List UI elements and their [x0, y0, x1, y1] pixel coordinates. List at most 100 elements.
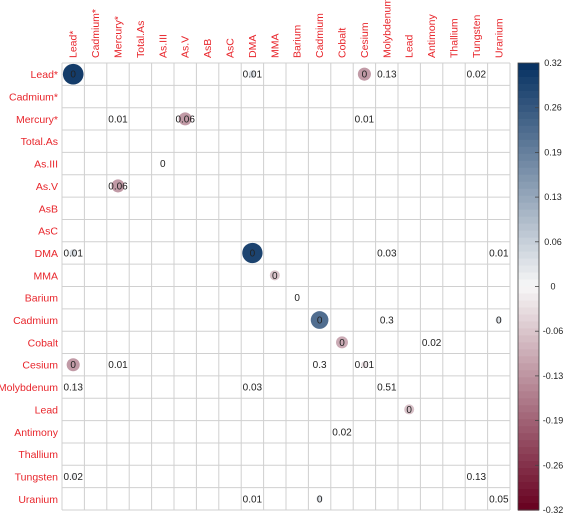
cell-value-label: 0.02 — [422, 338, 442, 349]
legend-tick-label: 0.19 — [544, 147, 562, 157]
correlation-circle — [66, 358, 80, 372]
correlation-circle — [316, 495, 323, 503]
row-label: Mercury* — [16, 114, 58, 126]
legend-tick-label: -0.06 — [543, 326, 564, 336]
column-label: Uranium — [493, 18, 505, 58]
cell-value-label: 0.01 — [63, 248, 83, 259]
legend-color-band — [518, 104, 539, 113]
row-label: As.III — [34, 159, 58, 171]
row-label: AsB — [39, 203, 58, 215]
cell-value-label: 0 — [317, 316, 323, 327]
legend-color-band — [518, 265, 539, 274]
legend-color-band — [518, 237, 539, 246]
legend-color-band — [518, 188, 539, 197]
correlation-circle — [496, 251, 501, 255]
legend-tick-label: -0.26 — [543, 460, 564, 470]
legend-tick-label: -0.13 — [543, 371, 564, 381]
legend-color-band — [518, 454, 539, 462]
legend-color-band — [518, 139, 539, 148]
correlation-circle — [248, 70, 257, 78]
cell-value-label: 0.06 — [175, 114, 195, 125]
cell-value-label: 0.51 — [377, 383, 397, 394]
row-label: DMA — [35, 248, 58, 260]
legend-color-band — [518, 83, 539, 92]
row-label: As.V — [36, 181, 58, 193]
legend-tick-label: 0.06 — [544, 237, 562, 247]
correlation-circle — [62, 63, 84, 85]
legend-color-band — [518, 174, 539, 183]
cell-value-label: 0.3 — [313, 360, 327, 371]
legend-color-band — [518, 167, 539, 176]
cell-value-label: 0.02 — [332, 427, 352, 438]
cell-value-label: 0.13 — [63, 383, 83, 394]
correlation-circle — [495, 316, 503, 324]
legend-color-band — [518, 461, 539, 469]
row-label: Cesium — [22, 360, 58, 372]
legend-color-band — [518, 97, 539, 106]
row-label: Lead* — [31, 69, 58, 81]
legend-tick-label: -0.32 — [543, 505, 564, 514]
legend-color-band — [518, 76, 539, 85]
legend-color-band — [518, 160, 539, 169]
correlation-circle — [70, 473, 76, 480]
legend-color-band — [518, 426, 539, 434]
legend-color-band — [518, 405, 539, 413]
correlation-circle — [178, 112, 192, 126]
legend-color-band — [518, 300, 539, 309]
legend-color-band — [518, 496, 539, 504]
row-label: Antimony — [14, 427, 59, 439]
cell-value-label: 0.01 — [108, 360, 128, 371]
legend-color-band — [518, 272, 539, 281]
legend-color-band — [518, 279, 539, 288]
column-label: As.V — [180, 36, 192, 58]
cell-value-label: 0 — [70, 360, 76, 371]
legend-color-band — [518, 209, 539, 218]
legend-color-band — [518, 181, 539, 190]
cell-value-label: 0.02 — [63, 472, 83, 483]
column-label: Mercury* — [113, 16, 125, 58]
color-legend: 0.32 0.26 0.19 0.13 0.06 0 -0.06 -0.13 -0.19 -0.2… — [517, 58, 564, 514]
row-label: Cadmium — [13, 315, 58, 327]
row-label: AsC — [38, 226, 58, 238]
cell-value-label: 0 — [70, 70, 76, 81]
cell-value-label: 0 — [272, 271, 278, 282]
row-label: Total.As — [21, 136, 58, 148]
legend-color-band — [518, 69, 539, 78]
column-label: Cadmium — [314, 13, 326, 58]
cell-value-label: 0.03 — [377, 248, 397, 259]
legend-tick-label: 0.13 — [544, 192, 562, 202]
cell-value-label: 0.03 — [243, 383, 263, 394]
legend-color-band — [518, 468, 539, 476]
legend-color-band — [518, 342, 539, 350]
legend-color-band — [518, 349, 539, 357]
correlation-circle — [116, 116, 120, 121]
legend-color-band — [518, 286, 539, 295]
cell-value-label: 0 — [294, 293, 300, 304]
legend-color-band — [518, 384, 539, 392]
row-label: Barium — [25, 293, 59, 305]
cell-value-label: 0.01 — [243, 494, 263, 505]
legend-tick-label: 0.32 — [544, 58, 562, 68]
legend-color-band — [518, 125, 539, 134]
cell-value-label: 0.01 — [243, 70, 263, 81]
correlation-circle — [336, 336, 348, 349]
cell-value-label: 0.06 — [108, 181, 128, 192]
row-label: Lead — [35, 404, 59, 416]
column-label: Tungsten — [471, 14, 483, 58]
legend-color-band — [518, 356, 539, 364]
legend-color-band — [518, 244, 539, 253]
correlation-circle — [71, 385, 76, 389]
legend-color-band — [518, 433, 539, 441]
legend-color-band — [518, 132, 539, 141]
cell-value-label: 0 — [160, 159, 166, 170]
column-label: As.III — [157, 34, 169, 58]
row-label: Thallium — [18, 449, 58, 461]
legend-color-band — [518, 146, 539, 155]
column-label: Thallium — [449, 18, 461, 58]
legend-color-band — [518, 412, 539, 420]
column-label: Barium — [292, 24, 304, 58]
column-label: Antimony — [426, 13, 438, 58]
column-label: Lead* — [68, 31, 80, 58]
legend-color-band — [518, 398, 539, 406]
column-labels: Lead* Cadmium* Mercury* Total.As As.III As.V A… — [68, 0, 506, 58]
